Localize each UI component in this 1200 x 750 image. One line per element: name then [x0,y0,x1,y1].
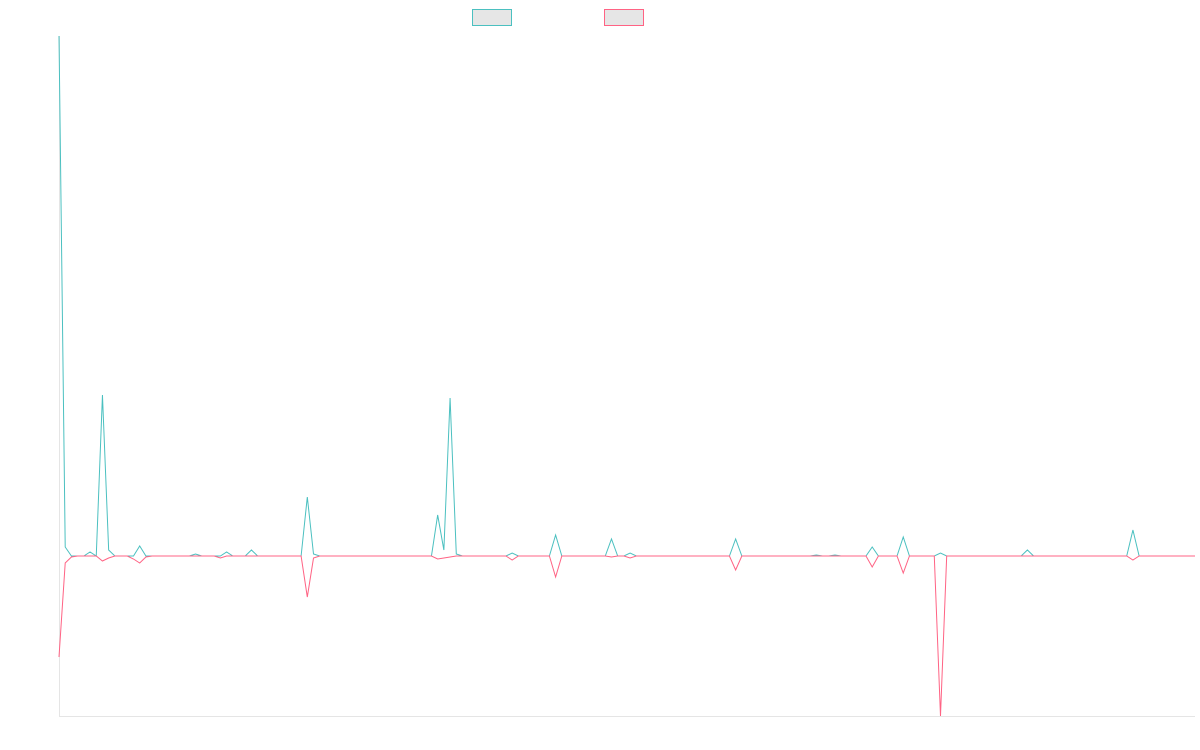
legend-swatch [604,9,644,26]
data-line [58,555,1195,717]
legend-swatch [472,9,512,26]
data-line [58,35,1195,557]
